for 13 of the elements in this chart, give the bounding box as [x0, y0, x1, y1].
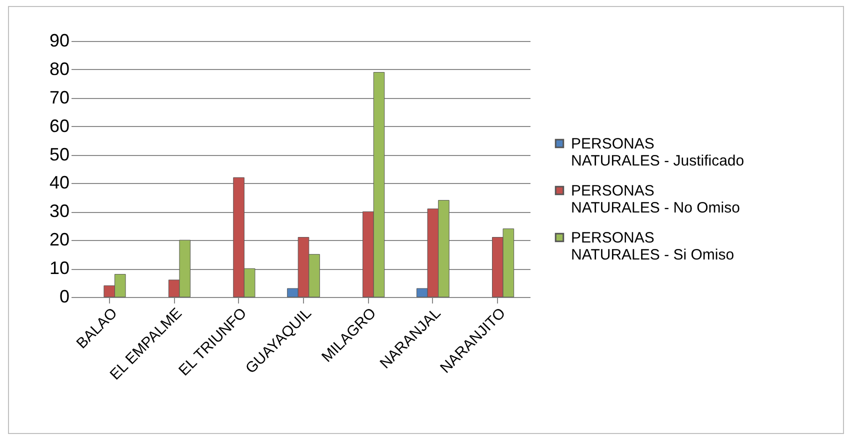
y-tick-label: 40: [49, 172, 70, 193]
y-tick-label: 60: [49, 116, 70, 136]
y-tick-label: 70: [49, 87, 70, 108]
legend-label: PERSONAS NATURALES - No Omiso: [571, 182, 740, 216]
y-tick-label: 10: [49, 258, 70, 278]
y-tick-label: 20: [49, 230, 70, 250]
y-tick-label: 50: [49, 144, 70, 164]
legend-label: PERSONAS NATURALES - Si Omiso: [571, 230, 734, 264]
y-tick-label: 80: [49, 58, 70, 79]
legend-label: PERSONAS NATURALES - Justificado: [571, 136, 744, 170]
y-tick-label: 0: [59, 286, 70, 306]
y-tick-label: 90: [49, 30, 70, 50]
y-tick-label: 30: [49, 201, 70, 222]
